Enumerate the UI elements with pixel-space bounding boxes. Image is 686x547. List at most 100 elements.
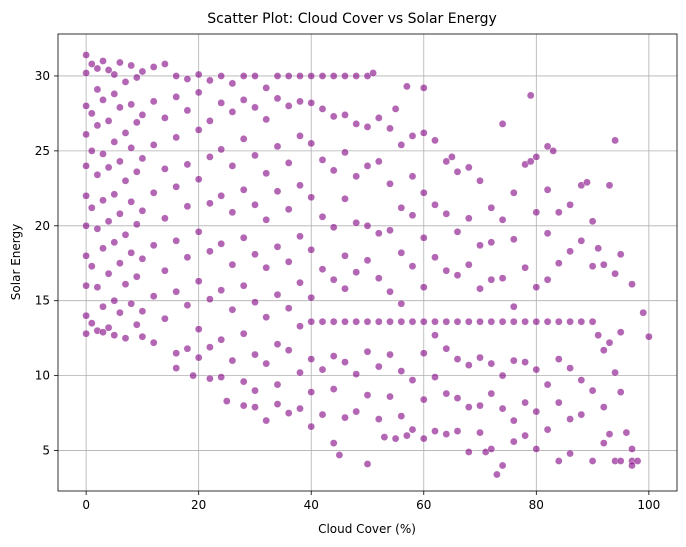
data-point (397, 317, 406, 326)
data-point (273, 72, 282, 80)
data-point (498, 215, 507, 224)
data-point (329, 439, 338, 447)
data-point (228, 305, 237, 314)
data-point (217, 72, 226, 80)
data-point (194, 325, 203, 334)
data-point (329, 275, 338, 284)
data-point (397, 299, 406, 308)
data-point (583, 178, 591, 187)
data-point (138, 111, 147, 119)
data-point (93, 170, 102, 179)
data-point (138, 332, 147, 341)
data-point (633, 457, 642, 465)
data-point (82, 162, 90, 170)
data-point (183, 344, 192, 353)
data-point (352, 407, 361, 416)
data-point (138, 67, 147, 76)
data-point (419, 317, 428, 326)
data-point (110, 238, 119, 247)
x-axis-label: Cloud Cover (%) (318, 522, 416, 536)
data-point (121, 176, 130, 185)
data-point (464, 361, 473, 369)
data-point (82, 221, 90, 230)
data-point (639, 308, 648, 317)
data-point (296, 181, 304, 190)
data-point (307, 139, 316, 148)
data-point (110, 138, 119, 146)
data-point (363, 460, 372, 468)
data-point (464, 214, 473, 223)
data-point (363, 221, 372, 230)
data-point (408, 425, 417, 434)
data-point (431, 331, 439, 340)
data-point (307, 193, 316, 202)
x-tick-label: 20 (191, 498, 206, 512)
data-point (442, 430, 451, 438)
data-point (87, 319, 96, 328)
data-point (239, 233, 248, 242)
data-point (453, 227, 462, 236)
data-point (284, 102, 293, 110)
data-point (127, 299, 136, 308)
data-point (99, 96, 107, 104)
data-point (386, 287, 394, 296)
data-point (239, 135, 248, 143)
data-point (611, 368, 619, 377)
data-point (352, 370, 361, 378)
x-tick-label: 0 (82, 498, 90, 512)
data-point (431, 253, 439, 262)
data-point (374, 274, 383, 283)
data-point (127, 144, 136, 152)
data-point (273, 142, 282, 151)
data-point (251, 72, 259, 80)
data-point (121, 129, 130, 137)
data-point (273, 94, 282, 103)
data-point (532, 317, 541, 326)
data-point (577, 236, 586, 245)
data-point (318, 365, 327, 374)
data-point (386, 317, 394, 326)
data-point (318, 265, 327, 274)
data-point (121, 334, 130, 343)
data-point (183, 75, 192, 83)
grid-lines (58, 34, 677, 491)
data-point (419, 434, 428, 443)
data-point (487, 317, 496, 326)
data-point (526, 157, 535, 166)
data-point (509, 356, 518, 365)
data-point (476, 176, 484, 185)
data-point (93, 283, 102, 292)
data-point (616, 250, 625, 259)
data-point (543, 142, 552, 151)
data-point (87, 60, 96, 68)
data-point (442, 389, 451, 398)
data-point (217, 239, 226, 248)
data-point (521, 358, 529, 366)
data-point (509, 188, 518, 197)
data-point (386, 350, 394, 359)
data-point (419, 395, 428, 404)
data-point (172, 287, 181, 296)
data-point (611, 136, 619, 145)
data-point (566, 364, 574, 372)
data-point (99, 196, 107, 205)
data-point (442, 344, 451, 353)
data-point (532, 365, 541, 374)
data-point (464, 448, 473, 456)
data-point (172, 182, 181, 191)
data-point (307, 317, 316, 326)
data-point (645, 332, 653, 341)
data-point (104, 323, 113, 332)
data-point (110, 331, 119, 340)
data-point (476, 284, 484, 293)
data-point (566, 415, 574, 423)
data-point (99, 150, 107, 158)
data-point (116, 308, 124, 317)
data-point (121, 280, 130, 289)
data-point (161, 266, 169, 275)
data-point (594, 244, 603, 253)
data-point (526, 91, 535, 100)
data-point (296, 132, 304, 140)
data-point (228, 356, 237, 365)
data-point (228, 108, 237, 116)
